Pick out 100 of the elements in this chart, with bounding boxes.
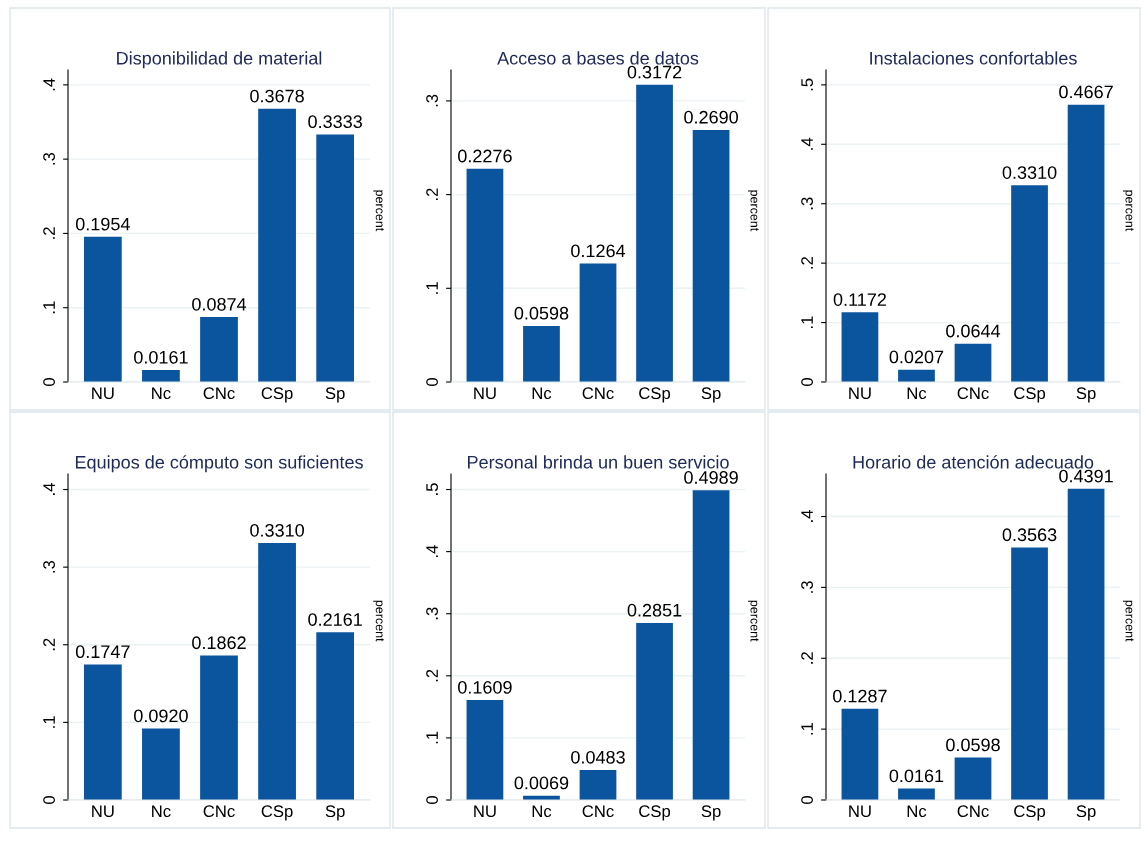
data-label: 0.0069 — [514, 776, 569, 790]
data-label: 0.1172 — [833, 293, 886, 306]
bar — [579, 770, 617, 800]
data-label: 0.4391 — [1059, 469, 1113, 483]
x-tick-label: CSp — [639, 387, 671, 403]
x-tick-label: Nc — [532, 387, 552, 400]
data-label: 0.2276 — [458, 149, 512, 163]
y-tick-label: .3 — [426, 94, 438, 107]
bar — [466, 168, 504, 382]
data-label: 0.1287 — [833, 689, 887, 703]
y-tick-label: .2 — [43, 227, 55, 239]
y-tick-label: .3 — [801, 581, 813, 593]
bar — [142, 370, 180, 382]
y-tick-label: .3 — [801, 197, 813, 210]
bar — [954, 757, 992, 800]
x-tick-label: NU — [474, 805, 496, 818]
x-tick-label: NU — [849, 805, 871, 818]
data-label: 0.0874 — [192, 297, 247, 311]
data-label: 0.3563 — [1002, 528, 1057, 542]
data-label: 0.3678 — [250, 89, 304, 103]
data-label: 0.3310 — [250, 523, 304, 537]
bar — [954, 343, 992, 382]
y-tick-label: .1 — [801, 722, 813, 735]
y-tick-label: .2 — [426, 669, 438, 682]
chart-title: Disponibilidad de material — [117, 51, 322, 69]
bar — [1011, 547, 1048, 800]
data-label: 0.3172 — [627, 65, 682, 79]
y-tick-label: .4 — [43, 483, 55, 495]
data-label: 0.0207 — [889, 350, 944, 364]
x-tick-label: CNc — [203, 387, 235, 400]
y-tick-label: .2 — [426, 188, 438, 201]
x-tick-label: NU — [474, 387, 496, 400]
bar — [200, 317, 238, 382]
x-tick-label: Sp — [701, 805, 721, 821]
data-label: 0.3310 — [1002, 166, 1057, 179]
y-tick-label: 0 — [426, 796, 438, 804]
data-label: 0.0920 — [134, 709, 188, 723]
data-label: 0.0598 — [514, 306, 569, 320]
x-tick-label: CSp — [1014, 805, 1046, 821]
y-tick-label: .5 — [426, 483, 438, 495]
data-label: 0.3333 — [308, 115, 362, 129]
bar — [1067, 104, 1105, 382]
y-axis-title: percent — [1122, 600, 1134, 642]
chart-title: Horario de atención adecuado — [853, 455, 1094, 469]
data-label: 0.0644 — [946, 324, 1001, 338]
chart-title: Equipos de cómputo son suficientes — [75, 455, 363, 473]
y-tick-label: .3 — [43, 152, 55, 165]
x-tick-label: Nc — [907, 387, 927, 400]
bar — [898, 369, 935, 382]
y-tick-label: .2 — [801, 652, 813, 664]
y-tick-label: .2 — [43, 638, 55, 651]
x-tick-label: Nc — [532, 805, 552, 818]
x-tick-label: CNc — [957, 387, 989, 400]
y-tick-label: .4 — [801, 137, 813, 150]
y-tick-label: .4 — [801, 510, 813, 522]
x-tick-label: Nc — [152, 387, 171, 400]
data-label: 0.2161 — [308, 613, 362, 626]
chart-title: Personal brinda un buen servicio — [468, 455, 729, 469]
x-tick-label: NU — [849, 387, 871, 400]
y-tick-label: .1 — [426, 731, 438, 744]
y-axis-title: percent — [1122, 190, 1134, 232]
y-tick-label: .3 — [426, 607, 438, 620]
y-tick-label: .4 — [43, 78, 55, 91]
y-tick-label: .5 — [801, 78, 813, 91]
y-axis-title: percent — [747, 600, 759, 642]
bar — [83, 236, 122, 382]
y-tick-label: .1 — [43, 301, 55, 314]
x-tick-label: NU — [92, 805, 114, 818]
bar — [692, 490, 730, 800]
data-label: 0.0598 — [946, 738, 1000, 752]
bar — [1067, 488, 1105, 800]
x-tick-label: Sp — [701, 387, 721, 403]
y-tick-label: 0 — [801, 796, 813, 804]
bar — [523, 325, 560, 382]
y-tick-label: .1 — [43, 716, 55, 728]
data-label: 0.4989 — [684, 471, 738, 484]
bar — [316, 632, 355, 800]
data-label: 0.4667 — [1059, 85, 1113, 99]
data-label: 0.2690 — [684, 110, 738, 124]
bar — [1011, 185, 1048, 382]
x-tick-label: NU — [92, 387, 114, 400]
chart-title: Acceso a bases de datos — [497, 51, 699, 65]
y-tick-label: .2 — [801, 257, 813, 269]
bar — [142, 728, 180, 800]
y-tick-label: .4 — [426, 545, 438, 558]
x-tick-label: CNc — [957, 805, 989, 818]
bar — [579, 263, 617, 382]
bar — [636, 84, 673, 382]
x-tick-label: CSp — [261, 387, 293, 403]
y-axis-title: percent — [373, 600, 384, 642]
y-tick-label: .1 — [426, 282, 438, 294]
x-tick-label: Sp — [325, 805, 345, 821]
bar — [258, 108, 296, 382]
data-label: 0.1747 — [75, 645, 130, 659]
bar — [258, 543, 296, 800]
data-label: 0.0483 — [571, 750, 625, 764]
bar — [636, 622, 673, 800]
data-label: 0.2851 — [627, 603, 682, 617]
y-tick-label: 0 — [43, 796, 55, 804]
x-tick-label: Nc — [907, 805, 927, 818]
